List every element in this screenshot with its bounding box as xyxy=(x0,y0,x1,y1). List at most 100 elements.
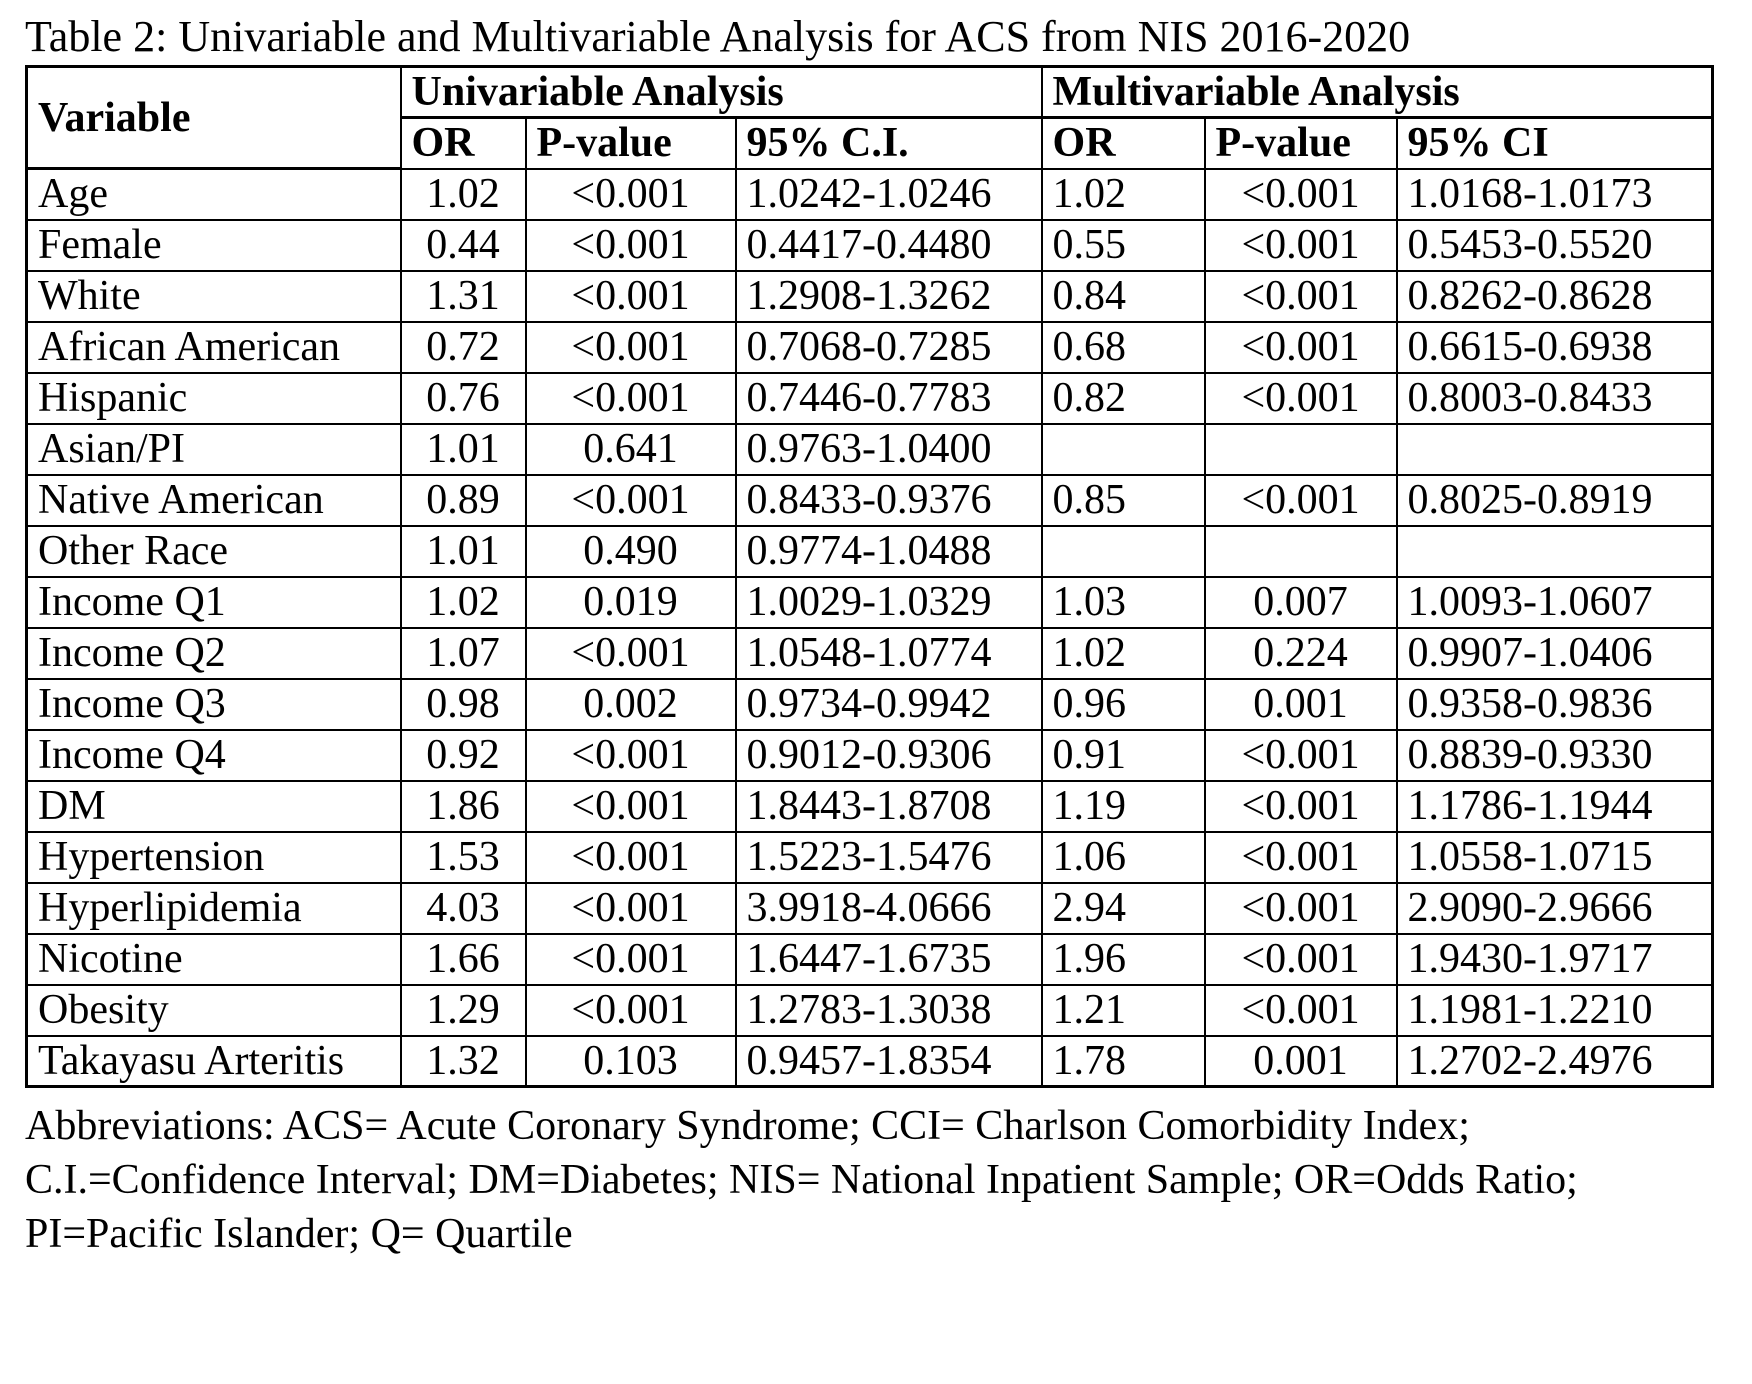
cell-uni-ci: 0.7446-0.7783 xyxy=(734,371,1043,425)
table-row: Hypertension 1.53 <0.001 1.5223-1.5476 1.06 <… xyxy=(25,830,1714,884)
cell-uni-or: 0.92 xyxy=(399,728,527,782)
group-header-univariable: Univariable Analysis xyxy=(399,65,1043,120)
cell-multi-ci: 1.0093-1.0607 xyxy=(1395,575,1714,629)
analysis-table: Variable Univariable Analysis Multivaria… xyxy=(25,65,1715,1089)
cell-multi-or: 2.94 xyxy=(1040,881,1206,935)
cell-multi-ci: 0.6615-0.6938 xyxy=(1395,320,1714,374)
table-row: Income Q4 0.92 <0.001 0.9012-0.9306 0.91 <0.0… xyxy=(25,728,1714,782)
cell-uni-or: 1.29 xyxy=(399,983,527,1037)
cell-multi-or: 1.78 xyxy=(1040,1034,1206,1088)
cell-multi-pvalue xyxy=(1203,524,1398,578)
cell-uni-or: 1.32 xyxy=(399,1034,527,1088)
cell-multi-ci xyxy=(1395,422,1714,476)
cell-uni-or: 1.31 xyxy=(399,269,527,323)
cell-uni-ci: 0.7068-0.7285 xyxy=(734,320,1043,374)
cell-multi-pvalue: 0.007 xyxy=(1203,575,1398,629)
cell-uni-pvalue: <0.001 xyxy=(524,371,737,425)
cell-variable: Nicotine xyxy=(25,932,402,986)
cell-variable: White xyxy=(25,269,402,323)
cell-uni-or: 1.01 xyxy=(399,524,527,578)
cell-uni-or: 1.53 xyxy=(399,830,527,884)
cell-multi-ci: 0.9358-0.9836 xyxy=(1395,677,1714,731)
cell-uni-or: 1.02 xyxy=(399,575,527,629)
cell-multi-pvalue: <0.001 xyxy=(1203,218,1398,272)
cell-variable: DM xyxy=(25,779,402,833)
abbreviations-line: C.I.=Confidence Interval; DM=Diabetes; N… xyxy=(25,1157,1578,1204)
cell-variable: Asian/PI xyxy=(25,422,402,476)
cell-uni-pvalue: <0.001 xyxy=(524,626,737,680)
cell-uni-pvalue: <0.001 xyxy=(524,269,737,323)
cell-multi-ci: 0.8839-0.9330 xyxy=(1395,728,1714,782)
cell-multi-ci: 0.8025-0.8919 xyxy=(1395,473,1714,527)
cell-multi-or: 1.96 xyxy=(1040,932,1206,986)
table-title: Table 2: Univariable and Multivariable A… xyxy=(25,12,1411,61)
cell-uni-pvalue: 0.019 xyxy=(524,575,737,629)
table-row: Income Q1 1.02 0.019 1.0029-1.0329 1.03 0.007… xyxy=(25,575,1714,629)
cell-uni-ci: 1.6447-1.6735 xyxy=(734,932,1043,986)
cell-multi-ci: 0.5453-0.5520 xyxy=(1395,218,1714,272)
cell-uni-or: 0.76 xyxy=(399,371,527,425)
cell-multi-pvalue: 0.224 xyxy=(1203,626,1398,680)
cell-uni-ci: 1.8443-1.8708 xyxy=(734,779,1043,833)
cell-multi-pvalue: <0.001 xyxy=(1203,983,1398,1037)
column-header-multi-ci: 95% CI xyxy=(1395,116,1714,170)
table-row: DM 1.86 <0.001 1.8443-1.8708 1.19 <0.001 1.178… xyxy=(25,779,1714,833)
table-row: Hispanic 0.76 <0.001 0.7446-0.7783 0.82 <0.00… xyxy=(25,371,1714,425)
column-header-variable: Variable xyxy=(25,65,402,171)
column-header-multi-pvalue: P-value xyxy=(1203,116,1398,170)
cell-multi-ci: 1.2702-2.4976 xyxy=(1395,1034,1714,1088)
cell-multi-pvalue: <0.001 xyxy=(1203,881,1398,935)
cell-uni-pvalue: <0.001 xyxy=(524,881,737,935)
group-header-multivariable: Multivariable Analysis xyxy=(1040,65,1714,120)
cell-uni-ci: 1.0029-1.0329 xyxy=(734,575,1043,629)
cell-variable: Income Q4 xyxy=(25,728,402,782)
group-header-row: Variable Univariable Analysis Multivaria… xyxy=(25,65,1714,171)
cell-uni-pvalue: <0.001 xyxy=(524,779,737,833)
cell-uni-ci: 0.9734-0.9942 xyxy=(734,677,1043,731)
cell-uni-ci: 0.9012-0.9306 xyxy=(734,728,1043,782)
cell-variable: Income Q1 xyxy=(25,575,402,629)
table-row: African American 0.72 <0.001 0.7068-0.7285 0… xyxy=(25,320,1714,374)
cell-multi-or: 0.82 xyxy=(1040,371,1206,425)
cell-multi-or: 0.96 xyxy=(1040,677,1206,731)
cell-uni-or: 1.02 xyxy=(399,167,527,221)
cell-multi-or: 1.03 xyxy=(1040,575,1206,629)
abbreviations-note: Abbreviations: ACS= Acute Coronary Syndr… xyxy=(25,1100,1732,1261)
cell-uni-ci: 0.9457-1.8354 xyxy=(734,1034,1043,1088)
table-row: Age 1.02 <0.001 1.0242-1.0246 1.02 <0.001 1.01… xyxy=(25,167,1714,221)
cell-multi-ci: 1.9430-1.9717 xyxy=(1395,932,1714,986)
cell-uni-or: 0.89 xyxy=(399,473,527,527)
cell-multi-or: 0.68 xyxy=(1040,320,1206,374)
table-row: Female 0.44 <0.001 0.4417-0.4480 0.55 <0.001 0… xyxy=(25,218,1714,272)
table-row: Asian/PI 1.01 0.641 0.9763-1.0400 xyxy=(25,422,1714,476)
cell-multi-ci: 1.0558-1.0715 xyxy=(1395,830,1714,884)
cell-uni-pvalue: <0.001 xyxy=(524,218,737,272)
table-row: Nicotine 1.66 <0.001 1.6447-1.6735 1.96 <0.00… xyxy=(25,932,1714,986)
cell-uni-ci: 0.9774-1.0488 xyxy=(734,524,1043,578)
cell-uni-or: 1.01 xyxy=(399,422,527,476)
cell-uni-or: 0.44 xyxy=(399,218,527,272)
cell-variable: Age xyxy=(25,167,402,221)
cell-multi-ci: 1.0168-1.0173 xyxy=(1395,167,1714,221)
cell-uni-ci: 1.2783-1.3038 xyxy=(734,983,1043,1037)
cell-uni-ci: 1.0548-1.0774 xyxy=(734,626,1043,680)
cell-multi-or: 0.84 xyxy=(1040,269,1206,323)
cell-variable: African American xyxy=(25,320,402,374)
cell-multi-or xyxy=(1040,524,1206,578)
cell-uni-pvalue: 0.002 xyxy=(524,677,737,731)
cell-multi-pvalue: 0.001 xyxy=(1203,677,1398,731)
cell-multi-pvalue: <0.001 xyxy=(1203,371,1398,425)
cell-uni-ci: 0.8433-0.9376 xyxy=(734,473,1043,527)
cell-uni-pvalue: 0.641 xyxy=(524,422,737,476)
column-header-uni-pvalue: P-value xyxy=(524,116,737,170)
cell-uni-or: 1.66 xyxy=(399,932,527,986)
cell-multi-pvalue: <0.001 xyxy=(1203,779,1398,833)
cell-multi-or: 1.21 xyxy=(1040,983,1206,1037)
abbreviations-line: PI=Pacific Islander; Q= Quartile xyxy=(25,1210,573,1257)
cell-multi-pvalue: <0.001 xyxy=(1203,728,1398,782)
cell-multi-pvalue: <0.001 xyxy=(1203,320,1398,374)
cell-multi-ci: 0.9907-1.0406 xyxy=(1395,626,1714,680)
cell-multi-pvalue xyxy=(1203,422,1398,476)
cell-multi-ci: 0.8262-0.8628 xyxy=(1395,269,1714,323)
